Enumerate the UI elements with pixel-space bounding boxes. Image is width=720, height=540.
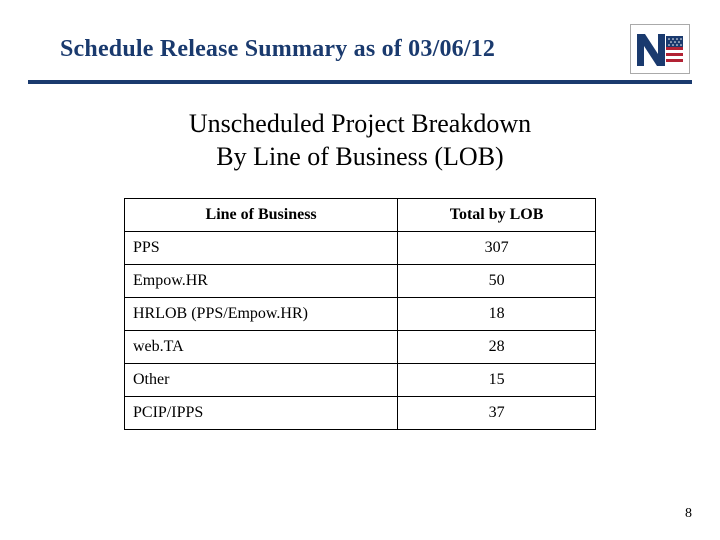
cell-total: 37 bbox=[398, 397, 596, 430]
table-row: PCIP/IPPS 37 bbox=[125, 397, 596, 430]
subtitle: Unscheduled Project Breakdown By Line of… bbox=[0, 108, 720, 173]
page-number: 8 bbox=[685, 506, 692, 522]
cell-total: 18 bbox=[398, 298, 596, 331]
table-row: web.TA 28 bbox=[125, 331, 596, 364]
cell-total: 28 bbox=[398, 331, 596, 364]
table-header-row: Line of Business Total by LOB bbox=[125, 199, 596, 232]
subtitle-line2: By Line of Business (LOB) bbox=[216, 142, 503, 171]
table-row: PPS 307 bbox=[125, 232, 596, 265]
cell-lob: web.TA bbox=[125, 331, 398, 364]
cell-lob: Empow.HR bbox=[125, 265, 398, 298]
cell-total: 307 bbox=[398, 232, 596, 265]
header-divider bbox=[28, 80, 692, 84]
table-row: Empow.HR 50 bbox=[125, 265, 596, 298]
col-header-total: Total by LOB bbox=[398, 199, 596, 232]
cell-lob: Other bbox=[125, 364, 398, 397]
nfc-logo bbox=[630, 24, 690, 74]
cell-lob: PPS bbox=[125, 232, 398, 265]
page-title: Schedule Release Summary as of 03/06/12 bbox=[60, 36, 495, 63]
cell-lob: PCIP/IPPS bbox=[125, 397, 398, 430]
cell-total: 15 bbox=[398, 364, 596, 397]
lob-table: Line of Business Total by LOB PPS 307 Em… bbox=[124, 198, 596, 430]
cell-total: 50 bbox=[398, 265, 596, 298]
col-header-lob: Line of Business bbox=[125, 199, 398, 232]
subtitle-line1: Unscheduled Project Breakdown bbox=[189, 109, 531, 138]
table-row: Other 15 bbox=[125, 364, 596, 397]
cell-lob: HRLOB (PPS/Empow.HR) bbox=[125, 298, 398, 331]
table-row: HRLOB (PPS/Empow.HR) 18 bbox=[125, 298, 596, 331]
